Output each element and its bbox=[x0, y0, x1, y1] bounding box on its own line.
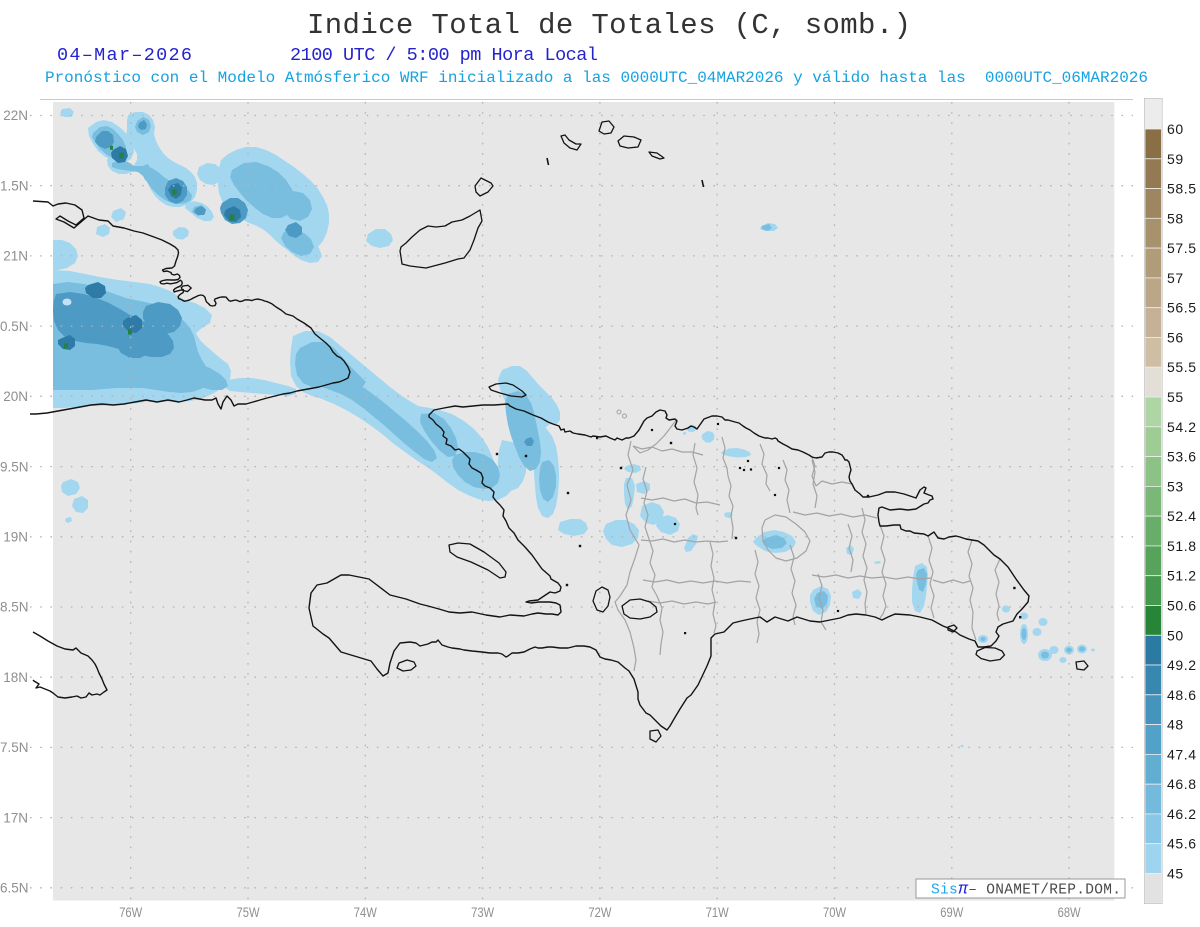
svg-text:56.5: 56.5 bbox=[1167, 300, 1197, 316]
svg-text:46.8: 46.8 bbox=[1167, 776, 1197, 792]
svg-text:51.2: 51.2 bbox=[1167, 568, 1197, 584]
svg-text:48.6: 48.6 bbox=[1167, 687, 1197, 703]
svg-text:59: 59 bbox=[1167, 151, 1184, 167]
svg-text:20N: 20N bbox=[3, 389, 28, 404]
svg-text:57: 57 bbox=[1167, 270, 1184, 286]
svg-text:45.6: 45.6 bbox=[1167, 836, 1197, 852]
svg-text:55.5: 55.5 bbox=[1167, 359, 1197, 375]
svg-text:60: 60 bbox=[1167, 121, 1184, 137]
svg-text:Pronóstico con el Modelo Atmós: Pronóstico con el Modelo Atmósferico WRF… bbox=[45, 69, 1148, 87]
svg-text:7.5N: 7.5N bbox=[0, 740, 29, 755]
svg-text:6.5N: 6.5N bbox=[0, 881, 29, 896]
svg-text:46.2: 46.2 bbox=[1167, 806, 1197, 822]
svg-text:55: 55 bbox=[1167, 389, 1184, 405]
svg-text:54.2: 54.2 bbox=[1167, 419, 1197, 435]
svg-text:69W: 69W bbox=[940, 905, 963, 920]
svg-text:52.4: 52.4 bbox=[1167, 508, 1197, 524]
svg-text:76W: 76W bbox=[119, 905, 142, 920]
svg-text:50.6: 50.6 bbox=[1167, 598, 1197, 614]
svg-text:0.5N: 0.5N bbox=[0, 319, 29, 334]
svg-text:75W: 75W bbox=[237, 905, 260, 920]
svg-text:04–Mar–2026: 04–Mar–2026 bbox=[57, 45, 192, 66]
svg-text:17N: 17N bbox=[3, 810, 28, 825]
svg-text:73W: 73W bbox=[471, 905, 494, 920]
svg-text:9.5N: 9.5N bbox=[0, 459, 29, 474]
svg-text:Sisπ– ONAMET/REP.DOM.: Sisπ– ONAMET/REP.DOM. bbox=[931, 880, 1121, 899]
svg-text:71W: 71W bbox=[706, 905, 729, 920]
svg-text:68W: 68W bbox=[1058, 905, 1081, 920]
svg-text:45: 45 bbox=[1167, 866, 1184, 882]
svg-text:53.6: 53.6 bbox=[1167, 449, 1197, 465]
svg-text:48: 48 bbox=[1167, 717, 1184, 733]
svg-text:8.5N: 8.5N bbox=[0, 600, 29, 615]
svg-text:57.5: 57.5 bbox=[1167, 240, 1197, 256]
svg-text:49.2: 49.2 bbox=[1167, 657, 1197, 673]
svg-text:51.8: 51.8 bbox=[1167, 538, 1197, 554]
svg-text:22N: 22N bbox=[3, 108, 28, 123]
svg-text:72W: 72W bbox=[588, 905, 611, 920]
svg-text:74W: 74W bbox=[354, 905, 377, 920]
svg-text:21N: 21N bbox=[3, 249, 28, 264]
svg-text:58: 58 bbox=[1167, 210, 1184, 226]
svg-text:56: 56 bbox=[1167, 330, 1184, 346]
svg-text:58.5: 58.5 bbox=[1167, 181, 1197, 197]
svg-text:1.5N: 1.5N bbox=[0, 178, 29, 193]
svg-text:53: 53 bbox=[1167, 478, 1184, 494]
svg-text:47.4: 47.4 bbox=[1167, 746, 1197, 762]
svg-text:19N: 19N bbox=[3, 530, 28, 545]
svg-text:50: 50 bbox=[1167, 627, 1184, 643]
svg-text:18N: 18N bbox=[3, 670, 28, 685]
svg-text:70W: 70W bbox=[823, 905, 846, 920]
svg-text:Indice Total de Totales (C, so: Indice Total de Totales (C, somb.) bbox=[307, 9, 911, 42]
svg-text:2100 UTC / 5:00 pm Hora Local: 2100 UTC / 5:00 pm Hora Local bbox=[290, 45, 598, 66]
